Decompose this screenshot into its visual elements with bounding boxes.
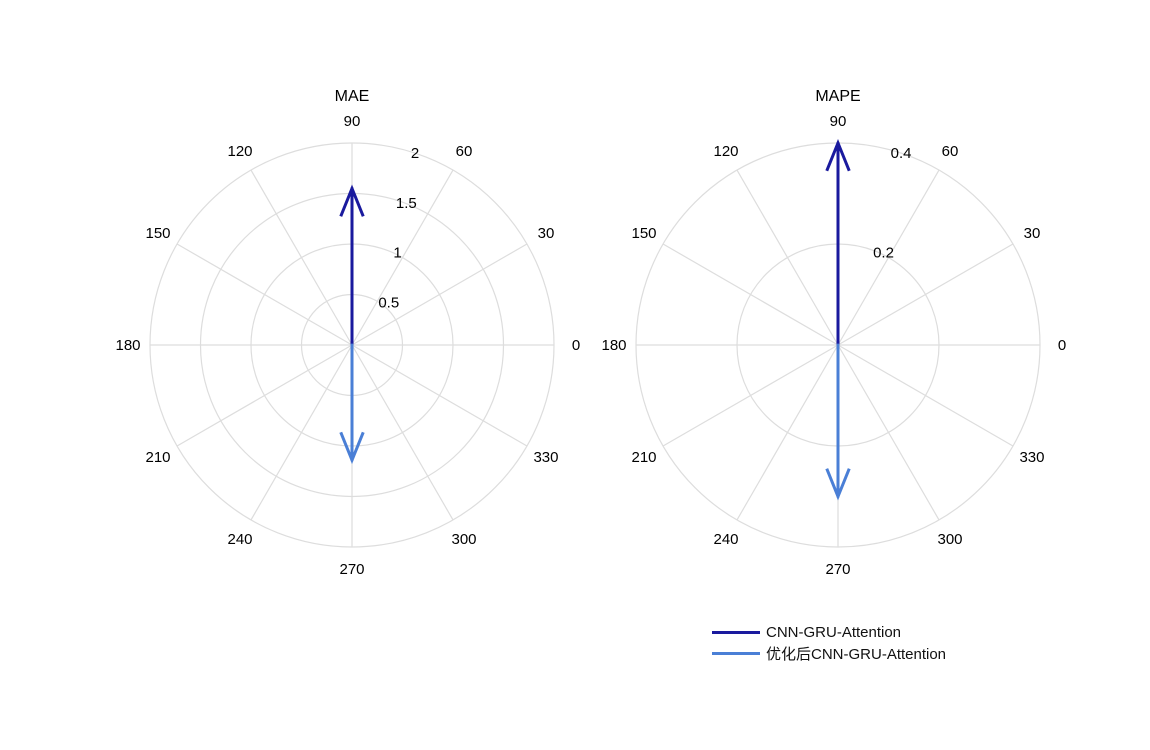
theta-tick-label: 180	[115, 337, 140, 354]
theta-tick-label: 0	[572, 337, 580, 354]
chart-title: MAPE	[815, 88, 860, 105]
legend: CNN-GRU-Attention 优化后CNN-GRU-Attention	[712, 622, 946, 664]
theta-tick-label: 300	[451, 531, 476, 548]
theta-tick-label: 30	[1024, 225, 1041, 242]
r-tick-label: 2	[411, 145, 419, 162]
arrow-head-series1	[339, 184, 365, 217]
theta-tick-label: 210	[631, 449, 656, 466]
grid-spoke-8	[736, 344, 839, 521]
r-tick-label: 1	[393, 245, 401, 262]
grid-spoke-7	[662, 344, 839, 447]
mape-polar-chart: 0 30 60 90 120 150 180 210 240 270 300 330 0.2 0.4 MAP…	[601, 88, 1066, 578]
grid-spoke-4	[736, 169, 839, 346]
legend-label-series1: CNN-GRU-Attention	[766, 624, 902, 641]
theta-tick-label: 240	[713, 531, 738, 548]
theta-tick-label: 330	[1019, 449, 1044, 466]
theta-tick-label: 330	[533, 449, 558, 466]
grid-spoke-10	[837, 344, 940, 521]
grid-spoke-5	[662, 243, 839, 346]
theta-tick-label: 210	[145, 449, 170, 466]
theta-tick-label: 180	[601, 337, 626, 354]
theta-tick-label: 0	[1058, 337, 1066, 354]
grid-spoke-11	[351, 344, 528, 447]
grid-spoke-2	[837, 169, 940, 346]
grid-spoke-1	[837, 243, 1014, 346]
chart-title: MAE	[335, 88, 370, 105]
legend-swatch-series1	[712, 631, 760, 634]
legend-item-series2: 优化后CNN-GRU-Attention	[712, 643, 946, 664]
arrow-head-series2	[825, 468, 851, 501]
grid-spoke-7	[176, 344, 353, 447]
grid-spoke-11	[837, 344, 1014, 447]
grid-spoke-2	[351, 169, 454, 346]
arrow-head-series1	[825, 138, 851, 172]
theta-tick-label: 90	[344, 113, 361, 130]
theta-tick-label: 120	[713, 143, 738, 160]
grid-spoke-5	[176, 243, 353, 346]
arrow-head-series2	[339, 431, 365, 465]
legend-swatch-series2	[712, 652, 760, 655]
theta-tick-label: 120	[227, 143, 252, 160]
r-tick-label: 0.2	[873, 245, 894, 262]
theta-tick-label: 60	[942, 143, 959, 160]
r-tick-label: 1.5	[396, 195, 417, 212]
grid-spoke-8	[250, 344, 353, 521]
grid-spoke-1	[351, 243, 528, 346]
theta-tick-label: 270	[825, 561, 850, 578]
grid-spoke-10	[351, 344, 454, 521]
theta-tick-label: 150	[145, 225, 170, 242]
legend-label-series2: 优化后CNN-GRU-Attention	[766, 646, 947, 663]
theta-tick-label: 90	[830, 113, 847, 130]
grid-spoke-4	[250, 169, 353, 346]
r-tick-label: 0.4	[891, 145, 912, 162]
r-tick-label: 0.5	[378, 294, 399, 311]
theta-tick-label: 30	[538, 225, 555, 242]
theta-tick-label: 300	[937, 531, 962, 548]
theta-tick-label: 270	[339, 561, 364, 578]
legend-item-series1: CNN-GRU-Attention	[712, 622, 946, 643]
theta-tick-label: 150	[631, 225, 656, 242]
theta-tick-label: 60	[456, 143, 473, 160]
mae-polar-chart: 0 30 60 90 120 150 180 210 240 270 300 330 0.5 1 1.5 2 M…	[115, 88, 580, 578]
theta-tick-label: 240	[227, 531, 252, 548]
